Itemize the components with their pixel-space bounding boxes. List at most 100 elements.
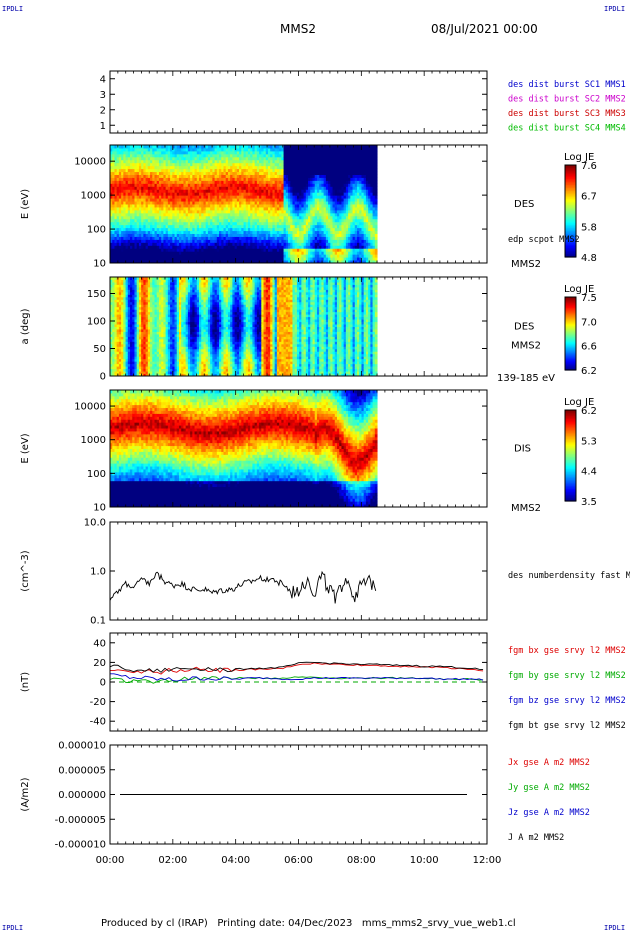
- des_energy-cell: [212, 171, 216, 175]
- des_energy-cell: [201, 224, 204, 229]
- des_energy-cell: [199, 147, 202, 152]
- des_energy-cell: [214, 212, 218, 217]
- des_energy-cell: [290, 206, 293, 211]
- des_energy-cell: [272, 162, 276, 167]
- des_energy-cell: [281, 227, 285, 232]
- des_energy-cell: [292, 192, 296, 196]
- des_energy-cell: [234, 150, 238, 155]
- des_energy-cell: [127, 209, 131, 214]
- des_energy-cell: [296, 233, 300, 237]
- des_energy-cell: [281, 162, 285, 167]
- des_energy-cell: [267, 221, 271, 226]
- des_energy-cell: [250, 171, 253, 175]
- des_energy-cell: [114, 215, 118, 220]
- des_energy-cell: [203, 145, 207, 149]
- des_energy-cell: [174, 239, 178, 243]
- des_energy-cell: [245, 168, 249, 173]
- des_energy-cell: [214, 245, 218, 249]
- des_energy-cell: [374, 224, 378, 229]
- des_energy-cell: [288, 218, 291, 223]
- des_energy-cell: [199, 201, 202, 205]
- des_energy-cell: [110, 162, 113, 167]
- des_energy-cell: [219, 159, 222, 164]
- des_energy-cell: [274, 150, 278, 155]
- des_energy-cell: [187, 150, 191, 155]
- des_energy-cell: [219, 192, 222, 196]
- des_energy-cell: [216, 227, 220, 232]
- des_energy-cell: [158, 189, 162, 193]
- des_energy-cell: [172, 260, 176, 264]
- des_energy-cell: [225, 227, 229, 232]
- des_energy-cell: [274, 224, 278, 229]
- des_energy-cell: [374, 201, 378, 205]
- des_energy-cell: [265, 204, 269, 208]
- des_energy-cell: [127, 145, 131, 149]
- des_energy-cell: [161, 168, 164, 173]
- des_energy-cell: [267, 198, 271, 202]
- des_energy-cell: [290, 195, 293, 199]
- des_energy-cell: [245, 206, 249, 211]
- des_energy-cell: [187, 251, 191, 255]
- des_energy-cell: [156, 212, 160, 217]
- des_energy-cell: [183, 153, 187, 158]
- des_energy-cell: [210, 195, 213, 199]
- des_energy-cell: [374, 192, 378, 196]
- des_energy-cell: [247, 218, 251, 223]
- des_energy-cell: [125, 183, 129, 187]
- des_energy-cell: [167, 192, 171, 196]
- des_energy-cell: [196, 171, 200, 175]
- des_energy-cell: [158, 201, 162, 205]
- des_energy-cell: [143, 206, 147, 211]
- des_energy-cell: [196, 186, 200, 190]
- des_energy-cell: [143, 150, 147, 155]
- des_energy-cell: [239, 180, 242, 184]
- des_energy-cell: [247, 150, 251, 155]
- des_energy-cell: [199, 150, 202, 155]
- des_energy-cell: [259, 260, 262, 264]
- des_energy-cell: [276, 248, 280, 252]
- des_energy-cell: [192, 206, 196, 211]
- des_energy-cell: [232, 162, 236, 167]
- des_energy-cell: [270, 195, 273, 199]
- des_energy-cell: [254, 254, 258, 258]
- des_energy-cell: [205, 171, 209, 175]
- des_energy-cell: [247, 245, 251, 249]
- des_energy-cell: [223, 251, 227, 255]
- des_energy-cell: [245, 239, 249, 243]
- des_energy-cell: [212, 239, 216, 243]
- des_energy-cell: [216, 165, 220, 170]
- des_energy-cell: [221, 189, 224, 193]
- des_energy-cell: [261, 165, 265, 170]
- des_energy-cell: [219, 201, 222, 205]
- des_energy-cell: [187, 153, 191, 158]
- des_energy-cell: [256, 227, 260, 232]
- des_energy-cell: [212, 174, 216, 178]
- des_energy-cell: [276, 145, 280, 149]
- des_energy-cell: [187, 186, 191, 190]
- des_energy-cell: [161, 150, 164, 155]
- des_energy-cell: [174, 174, 178, 178]
- des_energy-cell: [252, 180, 256, 184]
- des_energy-cell: [174, 198, 178, 202]
- des_energy-cell: [247, 242, 251, 246]
- des_energy-cell: [185, 236, 189, 240]
- des_energy-cell: [274, 221, 278, 226]
- des_energy-cell: [283, 227, 287, 232]
- des_energy-cell: [245, 165, 249, 170]
- des_energy-cell: [203, 254, 207, 258]
- des_energy-cell: [150, 230, 153, 234]
- des_energy-cell: [232, 218, 236, 223]
- des_energy-cell: [121, 174, 124, 178]
- des_energy-cell: [267, 183, 271, 187]
- des_energy-cell: [250, 251, 253, 255]
- des_energy-cell: [247, 257, 251, 261]
- des_energy-cell: [254, 192, 258, 196]
- des_energy-cell: [172, 242, 176, 246]
- des_energy-cell: [141, 183, 144, 187]
- des_energy-cell: [114, 257, 118, 261]
- des_energy-cell: [167, 198, 171, 202]
- des_energy-cell: [127, 165, 131, 170]
- des_energy-cell: [147, 212, 151, 217]
- des_energy-cell: [201, 206, 204, 211]
- des_energy-cell: [241, 159, 245, 164]
